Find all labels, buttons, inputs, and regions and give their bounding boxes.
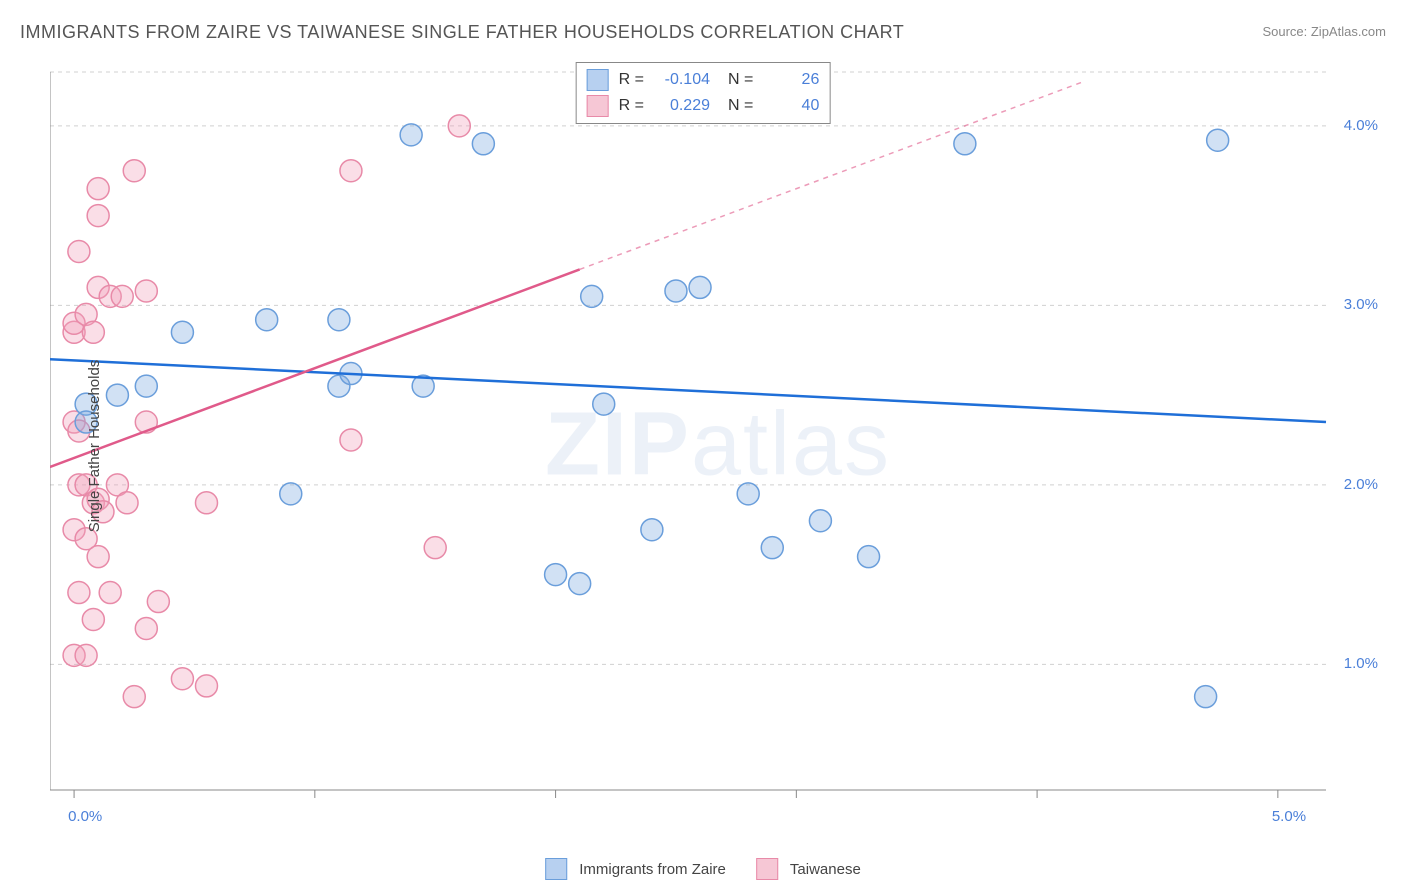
y-tick-label: 4.0% [1344, 117, 1378, 134]
legend-correlation-row: R = 0.229 N = 40 [587, 93, 820, 119]
y-axis-label: Single Father Households [86, 360, 103, 533]
legend-series-label: Immigrants from Zaire [579, 861, 726, 878]
r-value: 0.229 [654, 97, 710, 115]
legend-correlation-box: R = -0.104 N = 26 R = 0.229 N = 40 [576, 62, 831, 124]
n-label: N = [728, 97, 753, 115]
n-value: 26 [763, 71, 819, 89]
n-value: 40 [763, 97, 819, 115]
legend-swatch [756, 858, 778, 880]
legend-series: Immigrants from Zaire Taiwanese [545, 858, 861, 880]
scatter-chart-svg [50, 60, 1386, 830]
legend-swatch [545, 858, 567, 880]
legend-correlation-row: R = -0.104 N = 26 [587, 67, 820, 93]
y-tick-label: 3.0% [1344, 296, 1378, 313]
chart-title: IMMIGRANTS FROM ZAIRE VS TAIWANESE SINGL… [20, 22, 904, 43]
legend-swatch [587, 69, 609, 91]
legend-series-item: Taiwanese [756, 858, 861, 880]
source-name: ZipAtlas.com [1311, 24, 1386, 39]
n-label: N = [728, 71, 753, 89]
y-tick-label: 1.0% [1344, 655, 1378, 672]
legend-swatch [587, 95, 609, 117]
r-label: R = [619, 97, 644, 115]
source-prefix: Source: [1262, 24, 1310, 39]
x-tick-label: 0.0% [68, 808, 102, 825]
x-tick-label: 5.0% [1272, 808, 1306, 825]
legend-series-label: Taiwanese [790, 861, 861, 878]
source-attribution: Source: ZipAtlas.com [1262, 24, 1386, 39]
r-value: -0.104 [654, 71, 710, 89]
r-label: R = [619, 71, 644, 89]
chart-area: ZIPatlas 1.0%2.0%3.0%4.0%0.0%5.0% [50, 60, 1386, 830]
y-tick-label: 2.0% [1344, 476, 1378, 493]
legend-series-item: Immigrants from Zaire [545, 858, 726, 880]
